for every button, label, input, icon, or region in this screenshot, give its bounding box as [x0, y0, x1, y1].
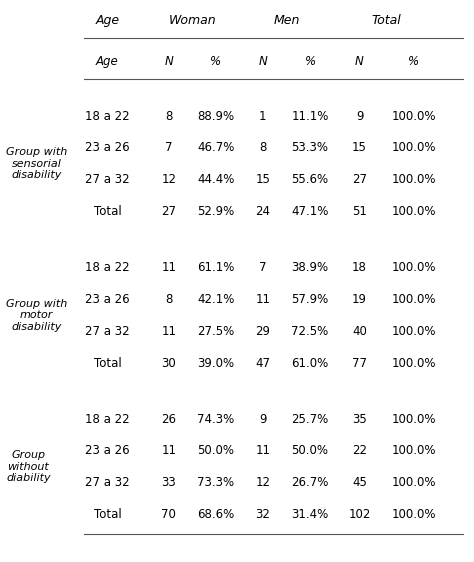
Text: 18 a 22: 18 a 22 — [85, 413, 130, 425]
Text: 47.1%: 47.1% — [292, 205, 329, 218]
Text: 8: 8 — [259, 142, 266, 155]
Text: 9: 9 — [356, 110, 363, 123]
Text: Age: Age — [95, 15, 119, 28]
Text: 100.0%: 100.0% — [392, 477, 436, 490]
Text: 100.0%: 100.0% — [392, 261, 436, 274]
Text: Total: Total — [372, 15, 401, 28]
Text: 15: 15 — [255, 173, 270, 187]
Text: 68.6%: 68.6% — [197, 508, 235, 521]
Text: 102: 102 — [348, 508, 371, 521]
Text: 32: 32 — [255, 508, 270, 521]
Text: 100.0%: 100.0% — [392, 205, 436, 218]
Text: 38.9%: 38.9% — [292, 261, 328, 274]
Text: 29: 29 — [255, 325, 271, 338]
Text: Woman: Woman — [168, 15, 216, 28]
Text: 26: 26 — [161, 413, 176, 425]
Text: 53.3%: 53.3% — [292, 142, 328, 155]
Text: 15: 15 — [352, 142, 367, 155]
Text: N: N — [355, 55, 364, 68]
Text: 51: 51 — [352, 205, 367, 218]
Text: 19: 19 — [352, 293, 367, 306]
Text: 100.0%: 100.0% — [392, 413, 436, 425]
Text: 50.0%: 50.0% — [197, 445, 234, 457]
Text: 27 a 32: 27 a 32 — [85, 477, 130, 490]
Text: 42.1%: 42.1% — [197, 293, 235, 306]
Text: 100.0%: 100.0% — [392, 142, 436, 155]
Text: 11: 11 — [255, 293, 271, 306]
Text: 27 a 32: 27 a 32 — [85, 173, 130, 187]
Text: %: % — [408, 55, 419, 68]
Text: 44.4%: 44.4% — [197, 173, 235, 187]
Text: Total: Total — [93, 205, 121, 218]
Text: Group
without
diability: Group without diability — [6, 450, 51, 483]
Text: 9: 9 — [259, 413, 267, 425]
Text: 25.7%: 25.7% — [292, 413, 328, 425]
Text: 11: 11 — [161, 325, 176, 338]
Text: Total: Total — [93, 508, 121, 521]
Text: 8: 8 — [165, 293, 173, 306]
Text: 40: 40 — [352, 325, 367, 338]
Text: Group with
sensorial
disability: Group with sensorial disability — [6, 147, 67, 180]
Text: 8: 8 — [165, 110, 173, 123]
Text: Total: Total — [93, 357, 121, 370]
Text: 88.9%: 88.9% — [197, 110, 234, 123]
Text: 35: 35 — [352, 413, 367, 425]
Text: Group with
motor
disability: Group with motor disability — [6, 299, 67, 332]
Text: 77: 77 — [352, 357, 367, 370]
Text: 50.0%: 50.0% — [292, 445, 328, 457]
Text: 27 a 32: 27 a 32 — [85, 325, 130, 338]
Text: 47: 47 — [255, 357, 271, 370]
Text: 31.4%: 31.4% — [292, 508, 328, 521]
Text: 100.0%: 100.0% — [392, 357, 436, 370]
Text: 73.3%: 73.3% — [197, 477, 234, 490]
Text: 11: 11 — [161, 445, 176, 457]
Text: 22: 22 — [352, 445, 367, 457]
Text: 27: 27 — [161, 205, 176, 218]
Text: 100.0%: 100.0% — [392, 293, 436, 306]
Text: Men: Men — [273, 15, 300, 28]
Text: 7: 7 — [259, 261, 267, 274]
Text: %: % — [304, 55, 316, 68]
Text: 18: 18 — [352, 261, 367, 274]
Text: 12: 12 — [161, 173, 176, 187]
Text: 23 a 26: 23 a 26 — [85, 293, 130, 306]
Text: 12: 12 — [255, 477, 271, 490]
Text: 100.0%: 100.0% — [392, 110, 436, 123]
Text: 7: 7 — [165, 142, 173, 155]
Text: 46.7%: 46.7% — [197, 142, 235, 155]
Text: 100.0%: 100.0% — [392, 173, 436, 187]
Text: 61.1%: 61.1% — [197, 261, 235, 274]
Text: 11.1%: 11.1% — [292, 110, 329, 123]
Text: 72.5%: 72.5% — [292, 325, 328, 338]
Text: 100.0%: 100.0% — [392, 325, 436, 338]
Text: 55.6%: 55.6% — [292, 173, 328, 187]
Text: 52.9%: 52.9% — [197, 205, 235, 218]
Text: 11: 11 — [161, 261, 176, 274]
Text: 33: 33 — [161, 477, 176, 490]
Text: 18 a 22: 18 a 22 — [85, 110, 130, 123]
Text: 11: 11 — [255, 445, 271, 457]
Text: 23 a 26: 23 a 26 — [85, 142, 130, 155]
Text: 26.7%: 26.7% — [292, 477, 329, 490]
Text: N: N — [164, 55, 173, 68]
Text: %: % — [210, 55, 221, 68]
Text: Age: Age — [96, 55, 119, 68]
Text: 18 a 22: 18 a 22 — [85, 261, 130, 274]
Text: 39.0%: 39.0% — [197, 357, 234, 370]
Text: N: N — [258, 55, 267, 68]
Text: 23 a 26: 23 a 26 — [85, 445, 130, 457]
Text: 45: 45 — [352, 477, 367, 490]
Text: 61.0%: 61.0% — [292, 357, 328, 370]
Text: 74.3%: 74.3% — [197, 413, 235, 425]
Text: 27: 27 — [352, 173, 367, 187]
Text: 70: 70 — [161, 508, 176, 521]
Text: 57.9%: 57.9% — [292, 293, 328, 306]
Text: 30: 30 — [161, 357, 176, 370]
Text: 100.0%: 100.0% — [392, 508, 436, 521]
Text: 1: 1 — [259, 110, 267, 123]
Text: 27.5%: 27.5% — [197, 325, 235, 338]
Text: 100.0%: 100.0% — [392, 445, 436, 457]
Text: 24: 24 — [255, 205, 271, 218]
